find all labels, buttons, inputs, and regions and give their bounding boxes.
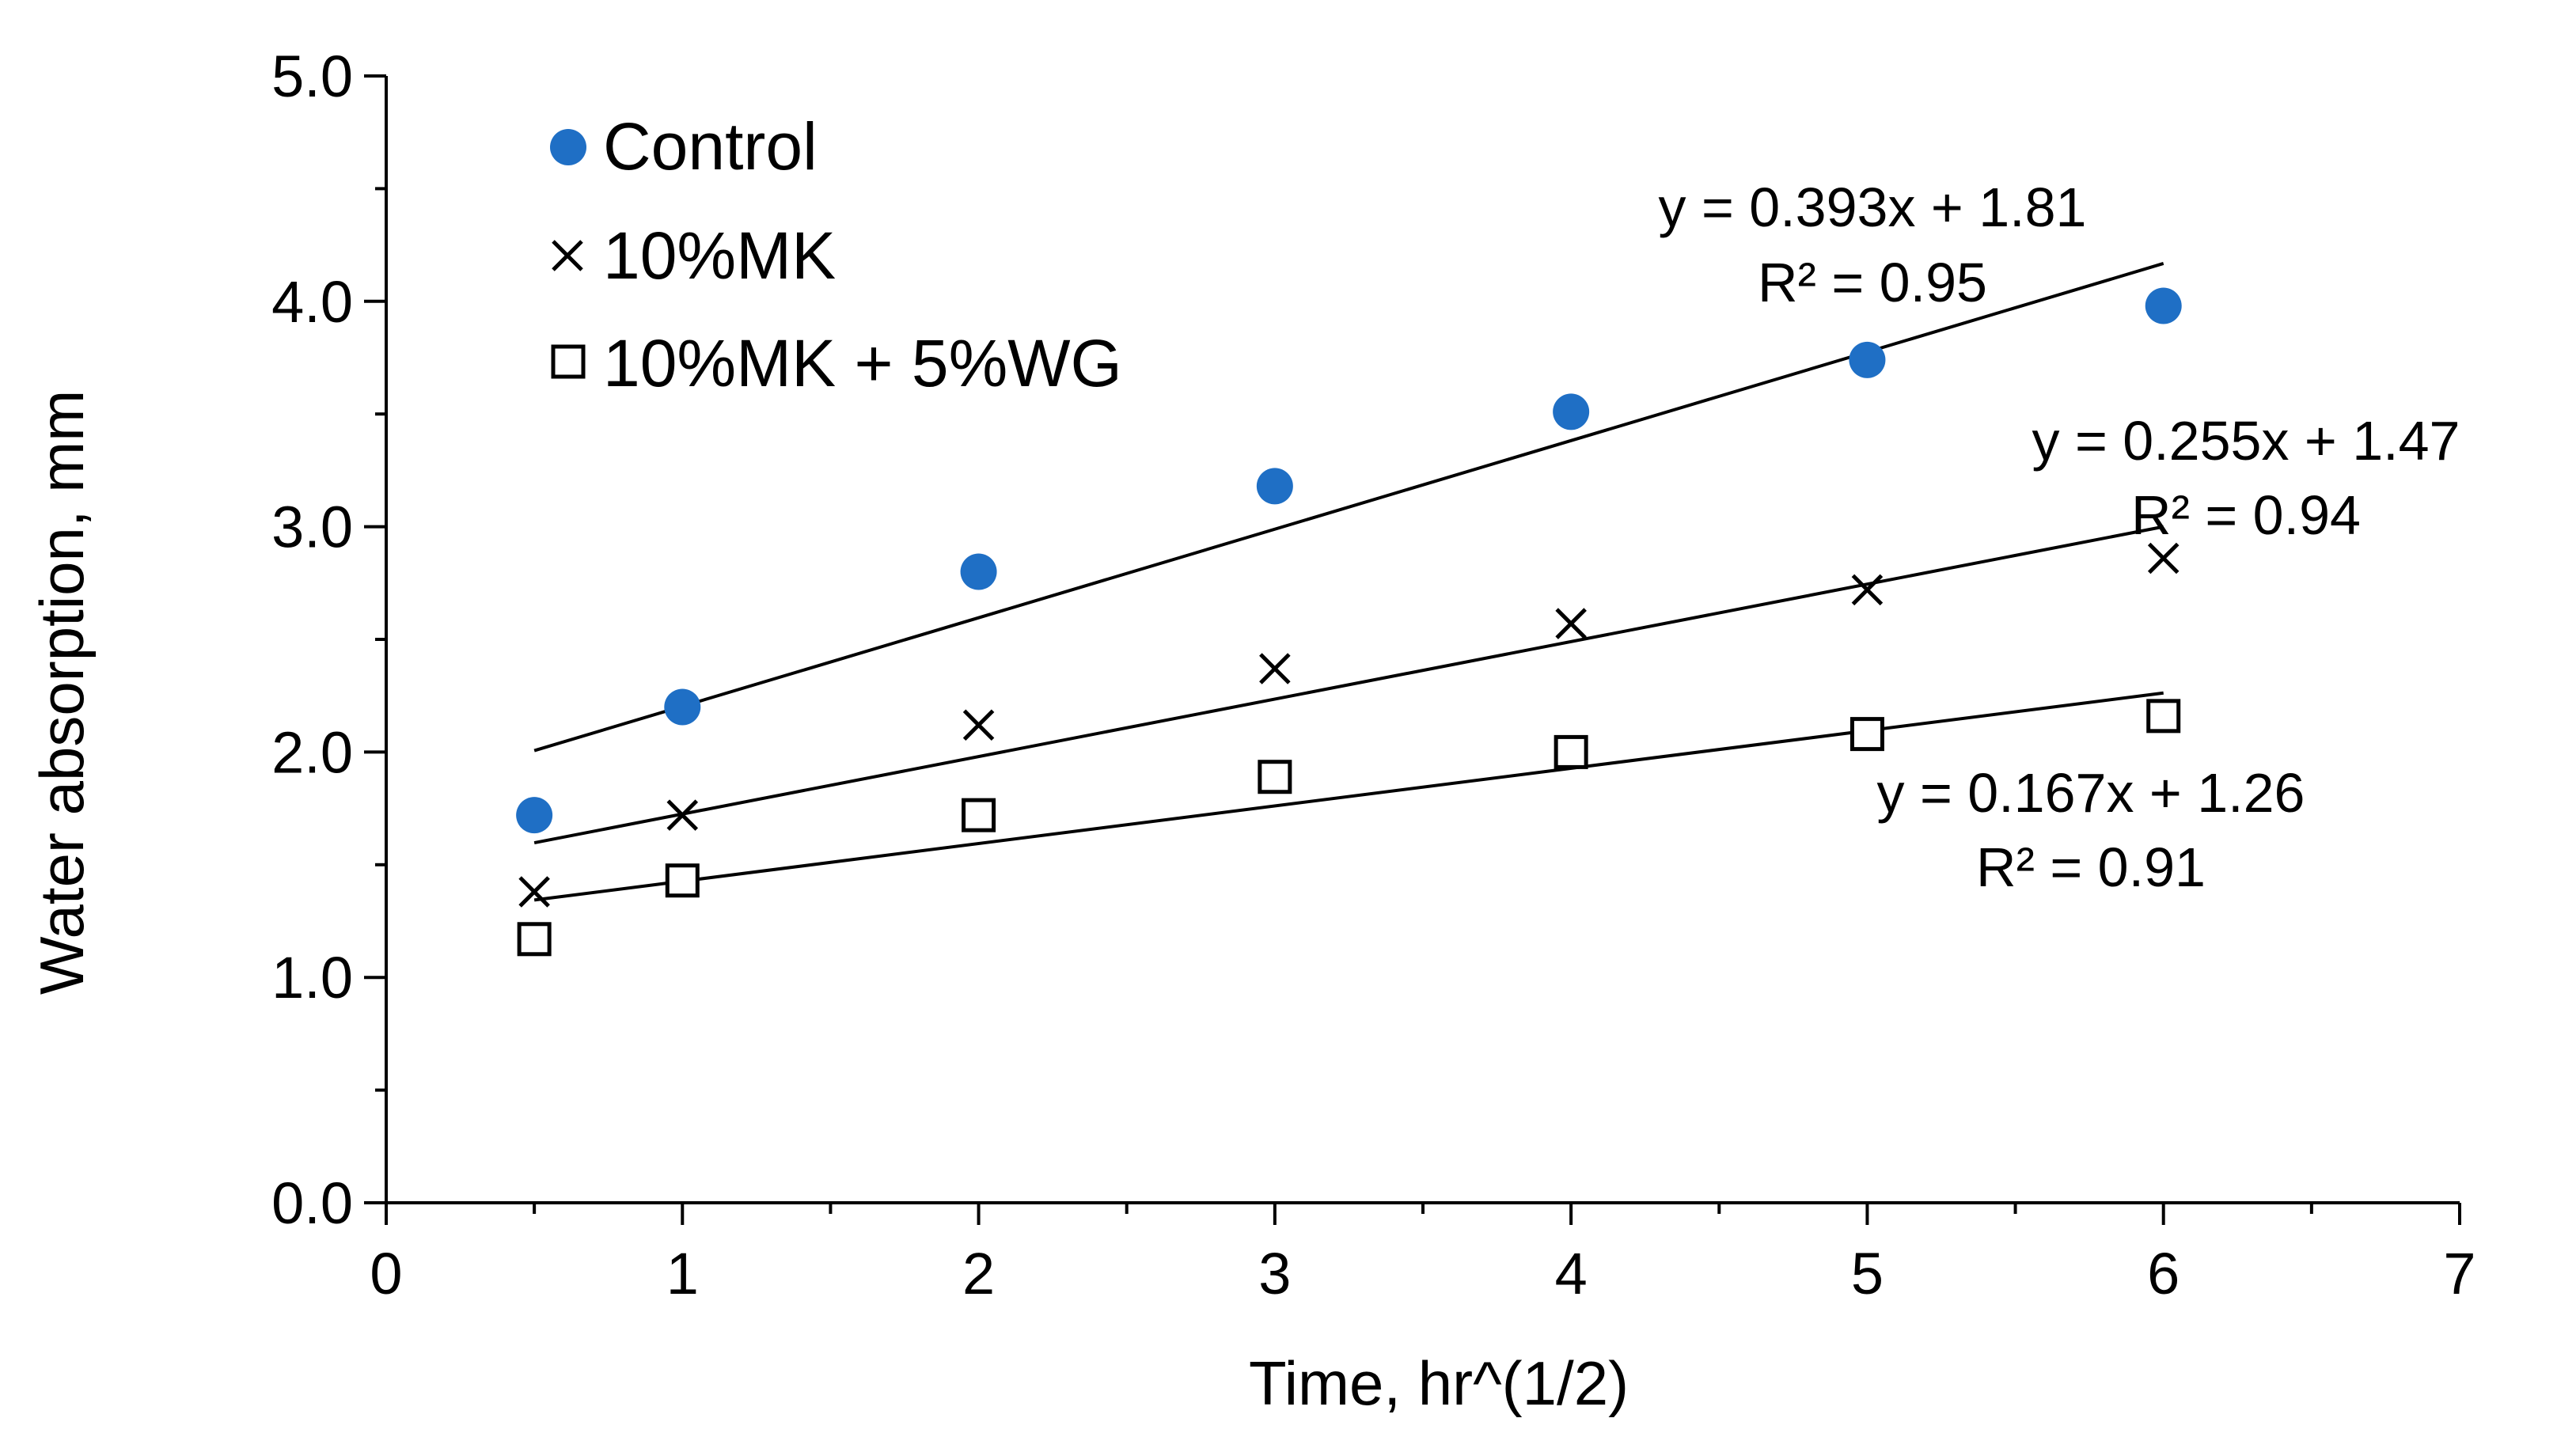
legend-square-marker [551, 344, 586, 379]
control-point [664, 688, 701, 726]
y-tick-label: 4.0 [271, 269, 353, 335]
10mk-point [962, 709, 995, 741]
control-point [1553, 393, 1590, 430]
legend-cross-marker-b [552, 240, 583, 271]
cross-stroke [518, 876, 550, 908]
10mk-5wg-point [665, 863, 700, 898]
10mk-point [1259, 653, 1291, 684]
control-point [1256, 468, 1293, 505]
10mk-point [666, 799, 699, 831]
x-tick-label: 4 [1555, 1241, 1588, 1306]
cross-stroke [1851, 574, 1884, 606]
10mk-point [2147, 542, 2180, 574]
r2-10mk-5wg: R² = 0.91 [1976, 836, 2206, 898]
10mk-point [1555, 608, 1587, 639]
trendline-series-0 [533, 262, 2164, 753]
y-tick-label: 5.0 [271, 44, 353, 109]
trendline-series-2 [533, 691, 2164, 902]
legend-item-10mk-5wg: 10%MK + 5%WG [551, 326, 1122, 400]
10mk-point [518, 876, 550, 908]
legend-label-10mk: 10%MK [603, 218, 836, 293]
trendlines [533, 262, 2164, 902]
10mk-5wg-point [962, 798, 996, 832]
cross-stroke [1555, 608, 1587, 639]
x-tick-label: 2 [962, 1241, 995, 1306]
control-point [1849, 341, 1886, 378]
equation-control: y = 0.393x + 1.81 [1659, 176, 2087, 238]
x-ticks: 0 1 2 3 4 5 6 7 [370, 1203, 2476, 1306]
y-tick-label: 2.0 [271, 719, 353, 785]
equation-10mk-5wg: y = 0.167x + 1.26 [1877, 762, 2305, 824]
legend-item-10mk: 10%MK [552, 218, 836, 293]
y-tick-label: 0.0 [271, 1170, 353, 1236]
10mk-point [1851, 574, 1884, 606]
10mk-5wg-point [2146, 699, 2181, 734]
trendline-equations: y = 0.393x + 1.81 R² = 0.95 y = 0.255x +… [1659, 176, 2460, 898]
10mk-5wg-point [1554, 734, 1588, 769]
x-tick-label: 0 [370, 1241, 402, 1306]
control-point [2145, 287, 2182, 324]
legend-circle-marker [550, 129, 586, 165]
r2-control: R² = 0.95 [1758, 252, 1987, 313]
x-axis-title: Time, hr^(1/2) [1249, 1348, 1629, 1418]
data-points [516, 287, 2182, 957]
10mk-5wg-point [1849, 717, 1884, 752]
y-ticks: 0.0 1.0 2.0 3.0 4.0 5.0 [271, 44, 386, 1236]
x-tick-label: 6 [2147, 1241, 2180, 1306]
legend: Control 10%MK 10%MK + 5%WG [550, 109, 1122, 400]
y-tick-label: 1.0 [271, 945, 353, 1010]
y-axis-title: Water absorption, mm [27, 390, 97, 995]
cross-stroke [666, 799, 699, 831]
control-point [960, 553, 997, 590]
legend-label-10mk-5wg: 10%MK + 5%WG [603, 326, 1122, 400]
x-tick-label: 1 [666, 1241, 699, 1306]
x-tick-label: 5 [1851, 1241, 1884, 1306]
legend-label-control: Control [603, 109, 818, 184]
x-tick-label: 3 [1258, 1241, 1291, 1306]
10mk-5wg-point [1258, 760, 1292, 794]
x-tick-label: 7 [2443, 1241, 2475, 1306]
cross-stroke [1259, 653, 1291, 684]
r2-10mk: R² = 0.94 [2131, 484, 2361, 546]
legend-item-control: Control [550, 109, 818, 184]
10mk-5wg-point [517, 922, 552, 957]
trendline-series-1 [533, 525, 2164, 844]
cross-stroke [2147, 542, 2180, 574]
equation-10mk: y = 0.255x + 1.47 [2032, 410, 2460, 472]
cross-stroke [962, 709, 995, 741]
y-tick-label: 3.0 [271, 495, 353, 560]
control-point [516, 797, 553, 834]
